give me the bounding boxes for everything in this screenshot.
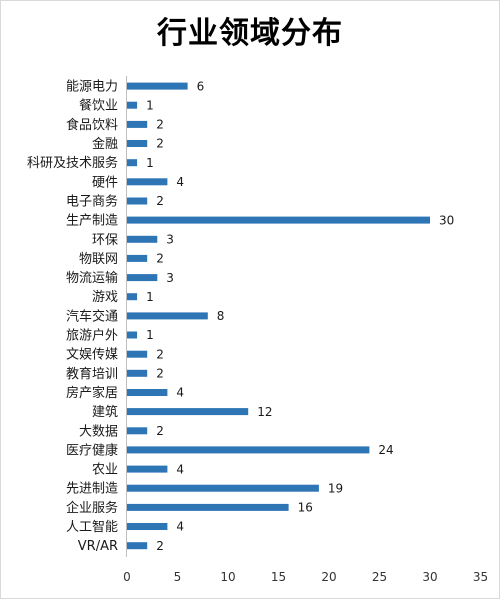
chart-title: 行业领域分布	[157, 16, 343, 51]
category-label: 人工智能	[66, 520, 118, 535]
value-label: 24	[378, 443, 393, 457]
category-label: 企业服务	[66, 500, 118, 516]
bar	[127, 178, 168, 186]
value-label: 4	[176, 462, 184, 476]
value-label: 8	[217, 309, 225, 323]
value-label: 1	[146, 98, 154, 112]
category-label: 房产家居	[66, 385, 118, 401]
bar	[127, 254, 148, 262]
value-label: 4	[176, 386, 184, 400]
value-label: 6	[197, 79, 205, 93]
bar	[127, 274, 158, 282]
value-label: 2	[156, 137, 164, 151]
x-tick-label: 5	[174, 570, 182, 584]
value-label: 1	[146, 156, 154, 170]
bar	[127, 465, 168, 473]
value-label: 16	[298, 501, 313, 515]
category-label: 建筑	[92, 404, 118, 420]
x-tick-label: 15	[271, 570, 286, 584]
value-label: 2	[156, 367, 164, 381]
category-labels: 能源电力餐饮业食品饮料金融科研及技术服务硬件电子商务生产制造环保物联网物流运输游…	[27, 80, 118, 555]
x-tick-label: 35	[473, 570, 488, 584]
category-label: 能源电力	[66, 80, 118, 95]
value-label: 30	[439, 213, 454, 227]
x-tick-labels: 0 5 10 15 20 25 30 35	[123, 570, 488, 584]
bar	[127, 408, 249, 416]
value-label: 2	[156, 118, 164, 132]
value-label: 2	[156, 194, 164, 208]
bar	[127, 216, 430, 224]
value-label: 2	[156, 424, 164, 438]
x-tick-label: 0	[123, 570, 131, 584]
value-label: 2	[156, 347, 164, 361]
value-label: 1	[146, 328, 154, 342]
value-label: 12	[257, 405, 272, 419]
category-label: 食品饮料	[66, 117, 118, 133]
category-label: 旅游户外	[66, 328, 118, 344]
bar	[127, 140, 148, 147]
category-label: 教育培训	[66, 366, 118, 382]
value-label: 19	[328, 481, 343, 495]
category-label: 科研及技术服务	[27, 155, 118, 171]
category-label: 汽车交通	[66, 308, 118, 324]
bar	[127, 542, 148, 550]
category-label: 物联网	[79, 252, 118, 267]
category-label: 餐饮业	[79, 98, 118, 114]
category-label: 环保	[92, 233, 118, 248]
bar	[127, 293, 138, 301]
bar	[127, 82, 188, 90]
x-tick-label: 10	[220, 570, 235, 584]
value-label: 4	[176, 175, 184, 189]
value-label: 2	[156, 252, 164, 266]
bar	[127, 427, 148, 435]
bar	[127, 331, 138, 339]
bar	[127, 523, 168, 530]
category-label: 先进制造	[66, 482, 118, 497]
value-label: 2	[156, 539, 164, 553]
x-tick-label: 30	[422, 570, 437, 584]
x-tick-label: 20	[321, 570, 336, 584]
category-label: 金融	[92, 136, 118, 152]
bar	[127, 369, 148, 377]
category-label: 农业	[92, 463, 118, 478]
category-label: 物流运输	[66, 270, 118, 286]
bar	[127, 484, 319, 492]
category-label: 生产制造	[66, 214, 118, 229]
category-label: VR/AR	[78, 539, 118, 554]
bar	[127, 350, 148, 358]
bars	[127, 82, 430, 550]
value-label: 1	[146, 290, 154, 304]
category-label: 文娱传媒	[66, 348, 118, 363]
x-tick-label: 25	[372, 570, 387, 584]
bar	[127, 503, 289, 511]
bar	[127, 312, 208, 320]
bar	[127, 235, 158, 243]
category-label: 游戏	[92, 290, 118, 305]
value-label: 3	[166, 271, 174, 285]
category-label: 医疗健康	[66, 442, 118, 458]
bar	[127, 120, 148, 128]
bar	[127, 389, 168, 396]
bar	[127, 101, 138, 109]
bar	[127, 159, 138, 167]
value-label: 4	[176, 520, 184, 534]
category-label: 大数据	[79, 424, 118, 439]
category-label: 硬件	[92, 175, 118, 190]
category-label: 电子商务	[66, 194, 118, 210]
bar	[127, 197, 148, 205]
value-label: 3	[166, 233, 174, 247]
bar	[127, 446, 370, 454]
